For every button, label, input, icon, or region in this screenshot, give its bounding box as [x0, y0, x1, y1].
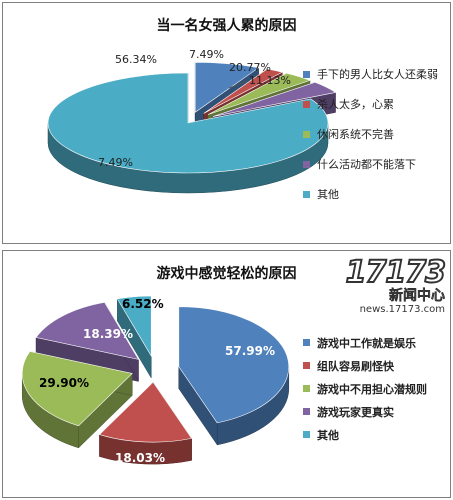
legend-label: 什么活动都不能落下 [317, 158, 416, 171]
legend-swatch [303, 70, 310, 78]
pie-slice [35, 301, 140, 360]
pie-slice [98, 381, 193, 443]
chart-title: 当一名女强人累的原因 [156, 18, 297, 34]
pie-slice [207, 72, 311, 115]
legend-swatch [303, 130, 310, 138]
chart-title: 游戏中感觉轻松的原因 [156, 266, 297, 282]
legend-swatch [303, 408, 310, 415]
pie-chart-1: 56.34% 7.49% 20.77%11.13% 7.49% [47, 48, 337, 194]
data-label: 11.13% [249, 74, 291, 87]
legend-swatch [303, 190, 310, 198]
pie-chart-2: 57.99% 18.03% 29.90% 18.39% 6.52% [21, 295, 290, 465]
legend: 游戏中工作就是娱乐 组队容易刷怪快游戏中不用担心潜规则 游戏玩家更真实 其他 [303, 331, 427, 446]
legend-label: 其他 [317, 428, 339, 442]
pie-slice [47, 72, 329, 174]
data-label: 56.34% [115, 53, 157, 66]
legend-label: 游戏玩家更真实 [317, 405, 394, 419]
legend-item: 其他 [303, 179, 438, 209]
pie-slice [178, 306, 290, 424]
legend-item: 游戏中不用担心潜规则 [303, 377, 427, 400]
chart-panel-2: 游戏中感觉轻松的原因 57.99% 18.03% 29.90% 18.39% 6.52%… [2, 250, 451, 498]
legend-label: 游戏中不用担心潜规则 [317, 382, 427, 396]
data-label: 6.52% [122, 297, 164, 311]
legend-item: 什么活动都不能落下 [303, 149, 438, 179]
pie-slice [203, 68, 284, 114]
legend-label: 游戏中工作就是娱乐 [317, 336, 416, 350]
legend: 手下的男人比女人还柔弱 杀人太多，心累 休闲系统不完善什么活动都不能落下 其他 [303, 59, 438, 209]
legend-item: 游戏中工作就是娱乐 [303, 331, 427, 354]
data-label: 18.39% [83, 327, 133, 341]
data-label: 20.77% [229, 61, 271, 74]
legend-item: 杀人太多，心累 [303, 89, 438, 119]
data-label: 29.90% [39, 376, 89, 390]
legend-item: 组队容易刷怪快 [303, 354, 427, 377]
data-label: 7.49% [189, 48, 224, 61]
chart-panel-1: 当一名女强人累的原因 56.34% 7.49% 20.77% 11.13% 7.49% … [2, 2, 451, 244]
legend-item: 其他 [303, 423, 427, 446]
legend-label: 组队容易刷怪快 [317, 359, 394, 373]
legend-swatch [303, 339, 310, 346]
legend-label: 休闲系统不完善 [317, 128, 394, 141]
legend-item: 手下的男人比女人还柔弱 [303, 59, 438, 89]
data-label: 18.03% [115, 451, 165, 465]
data-label: 57.99% [225, 344, 275, 358]
legend-swatch [303, 362, 310, 369]
pie-slice [194, 62, 260, 113]
pie-slice [21, 351, 133, 427]
legend-swatch [303, 100, 310, 108]
pie-slice [212, 81, 337, 117]
legend-label: 其他 [317, 188, 339, 201]
legend-item: 游戏玩家更真实 [303, 400, 427, 423]
pie-slice [116, 295, 152, 358]
legend-label: 杀人太多，心累 [317, 98, 394, 111]
legend-swatch [303, 160, 310, 168]
legend-item: 休闲系统不完善 [303, 119, 438, 149]
legend-label: 手下的男人比女人还柔弱 [317, 68, 438, 81]
legend-swatch [303, 385, 310, 392]
legend-swatch [303, 431, 310, 438]
data-label: 7.49% [98, 156, 133, 169]
leader-line [228, 80, 248, 89]
